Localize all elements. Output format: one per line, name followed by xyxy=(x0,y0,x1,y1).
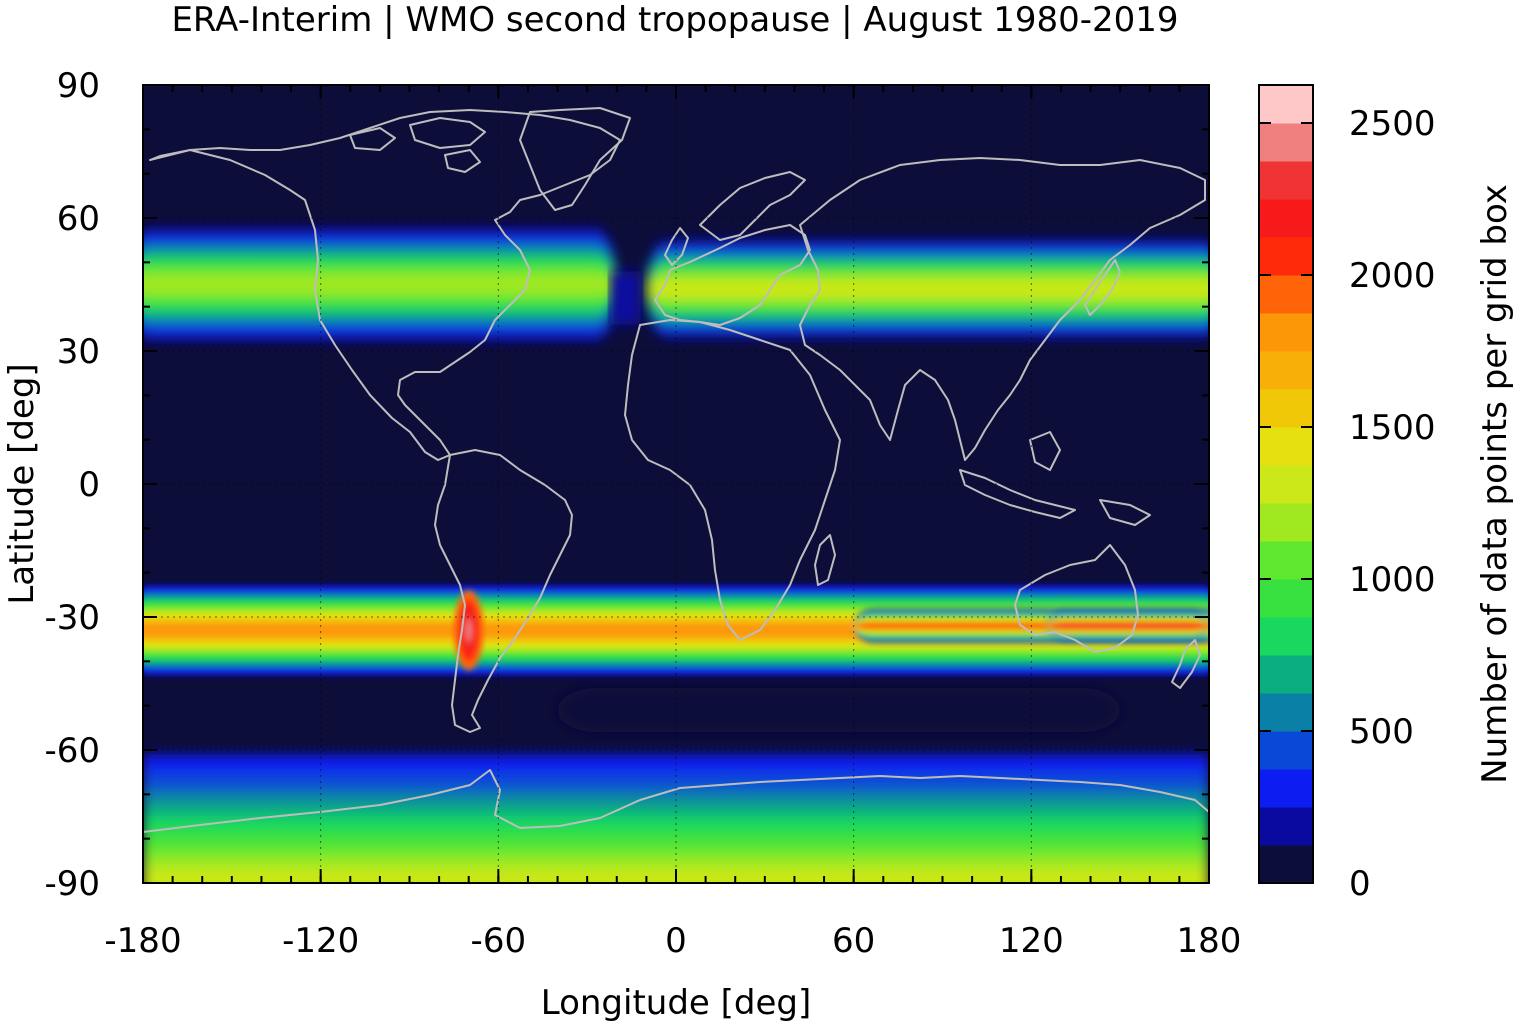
y-tick-label: -60 xyxy=(44,731,100,771)
colorbar-swatch xyxy=(1259,199,1313,238)
y-tick-label: 0 xyxy=(78,465,100,505)
colorbar-swatch xyxy=(1259,351,1313,390)
northern-band-pacific xyxy=(143,228,617,341)
colorbar-swatch xyxy=(1259,237,1313,276)
coastline-south-america xyxy=(434,449,573,733)
y-tick-label: 90 xyxy=(57,66,100,106)
colorbar-swatch xyxy=(1259,313,1313,352)
x-tick-label: 0 xyxy=(665,921,687,961)
australia-max-level xyxy=(1046,624,1209,628)
australia-max xyxy=(1046,611,1209,641)
coastline-new-zealand xyxy=(1171,639,1201,689)
colorbar-swatch xyxy=(1259,123,1313,162)
colorbar-swatch xyxy=(1259,617,1313,656)
colorbar-swatch xyxy=(1259,275,1313,314)
grid-lines xyxy=(143,85,1209,883)
coastline-madagascar xyxy=(814,534,836,586)
northern-band-pacific-level xyxy=(143,274,617,295)
colorbar-tick-label: 0 xyxy=(1349,864,1371,904)
mid-south-gap xyxy=(557,687,1121,733)
x-tick-label: -120 xyxy=(282,921,359,961)
colorbar-swatch xyxy=(1259,541,1313,580)
x-axis-label: Longitude [deg] xyxy=(541,983,812,1023)
colorbar-swatch xyxy=(1259,161,1313,200)
y-tick-label: 60 xyxy=(57,199,100,239)
y-tick-label: 30 xyxy=(57,332,100,372)
coastline-japan xyxy=(1084,259,1121,316)
colorbar-swatch xyxy=(1259,731,1313,770)
andes-hotspot-level xyxy=(465,619,472,642)
colorbar-frame xyxy=(1258,84,1314,884)
colorbar-swatch xyxy=(1259,503,1313,542)
x-tick-label: -180 xyxy=(104,921,181,961)
y-axis-label: Latitude [deg] xyxy=(2,363,42,604)
northern-band-eurasia xyxy=(646,240,1209,338)
colorbar-tick-label: 500 xyxy=(1349,712,1414,752)
coastline-asia xyxy=(799,157,1206,461)
colorbar-tick-label: 2000 xyxy=(1349,256,1436,296)
chart-title: ERA-Interim | WMO second tropopause | Au… xyxy=(171,0,1178,40)
colorbar-tick-label: 2500 xyxy=(1349,104,1436,144)
y-tick-label: -90 xyxy=(44,864,100,904)
coastline-africa xyxy=(624,319,841,641)
y-axis-ticks: 90 60 30 0 -30 -60 -90 xyxy=(44,66,1209,904)
x-tick-label: 180 xyxy=(1177,921,1242,961)
colorbar-swatch xyxy=(1259,807,1313,846)
colorbar-swatch xyxy=(1259,427,1313,466)
colorbar-label: Number of data points per grid box xyxy=(1475,184,1515,784)
x-axis-ticks: -180 -120 -60 0 60 120 180 xyxy=(104,85,1241,961)
colorbar-swatch xyxy=(1259,85,1313,124)
colorbar-swatch xyxy=(1259,769,1313,808)
coastline-antarctica xyxy=(143,769,1209,833)
colorbar-tick-label: 1500 xyxy=(1349,408,1436,448)
coastline-scandinavia xyxy=(699,171,806,241)
colorbar-swatch xyxy=(1259,579,1313,618)
northern-band-eurasia-level xyxy=(646,280,1209,298)
colorbar-swatch xyxy=(1259,655,1313,694)
atlantic-gap xyxy=(610,271,641,325)
coastline-north-america xyxy=(149,109,621,461)
minor-ticks xyxy=(142,84,1210,884)
coastline-indonesia xyxy=(959,431,1151,526)
x-tick-label: 60 xyxy=(832,921,875,961)
colorbar-ticks: 0 500 1000 1500 2000 2500 xyxy=(1259,104,1436,904)
coastline-arctic-islands xyxy=(349,117,486,173)
x-tick-label: -60 xyxy=(471,921,527,961)
x-tick-label: 120 xyxy=(999,921,1064,961)
colorbar-swatch xyxy=(1259,389,1313,428)
colorbar-swatch xyxy=(1259,693,1313,732)
coastlines xyxy=(143,107,1209,833)
y-tick-label: -30 xyxy=(44,598,100,638)
coastline-uk xyxy=(664,227,689,266)
coastline-greenland xyxy=(519,107,631,211)
colorbar-swatch xyxy=(1259,845,1313,884)
colorbar-tick-label: 1000 xyxy=(1349,560,1436,600)
coastline-australia xyxy=(1014,544,1139,653)
colorbar xyxy=(1259,85,1313,884)
colorbar-swatch xyxy=(1259,465,1313,504)
